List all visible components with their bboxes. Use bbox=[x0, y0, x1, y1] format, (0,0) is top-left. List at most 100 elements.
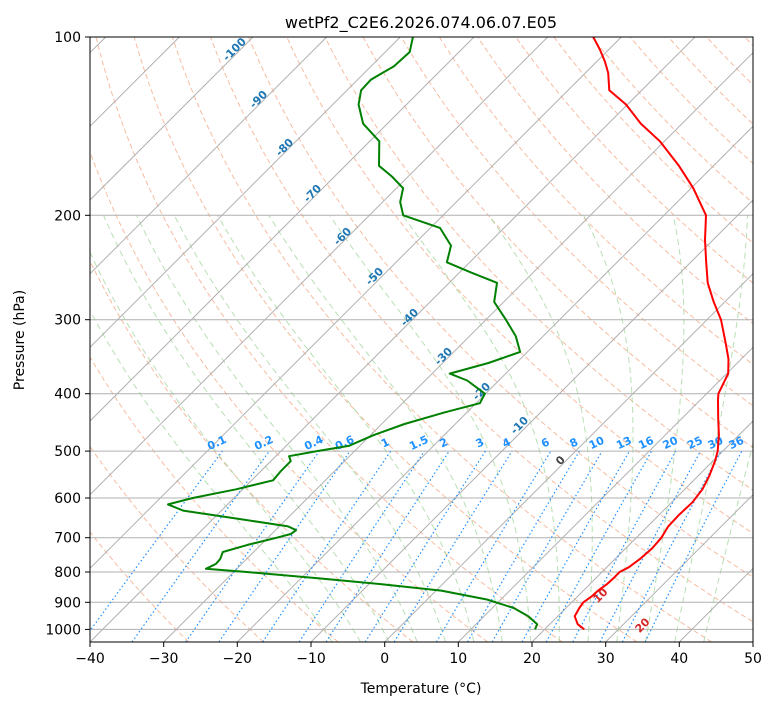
x-tick-label: 50 bbox=[744, 651, 762, 667]
x-tick-label: −40 bbox=[75, 651, 105, 667]
x-tick-label: 10 bbox=[449, 651, 467, 667]
isotherm-line bbox=[605, 493, 753, 642]
moist-adiabat bbox=[488, 215, 593, 642]
mixing-ratio-line bbox=[521, 450, 631, 642]
moist-adiabat bbox=[268, 215, 503, 642]
isotherm-line bbox=[752, 641, 753, 642]
dry-adiabat-label: -100 bbox=[220, 35, 249, 64]
background-lines bbox=[90, 37, 753, 642]
dry-adiabat-label: -10 bbox=[508, 414, 531, 437]
dry-adiabat bbox=[744, 37, 753, 47]
dry-adiabat bbox=[90, 356, 339, 642]
isotherm-line bbox=[90, 37, 622, 570]
moist-adiabat bbox=[402, 215, 560, 642]
dry-adiabat-label: -50 bbox=[363, 265, 386, 288]
isotherm-line bbox=[531, 420, 753, 642]
moist-adiabat bbox=[703, 441, 753, 642]
x-tick-label: −20 bbox=[223, 651, 253, 667]
mixing-ratio-line bbox=[572, 450, 677, 642]
moist-adiabat bbox=[136, 215, 418, 642]
mixing-ratio-line bbox=[644, 450, 743, 642]
x-axis-label: Temperature (°C) bbox=[360, 681, 482, 697]
isotherm-line bbox=[384, 272, 753, 642]
mixing-ratio-label: 13 bbox=[614, 434, 633, 452]
mixing-ratio-label: 1 bbox=[379, 435, 391, 450]
isotherm-line bbox=[457, 346, 753, 642]
moist-adiabat bbox=[645, 215, 685, 642]
isotherm-line bbox=[90, 37, 328, 275]
mixing-ratio-label: 4 bbox=[500, 435, 513, 450]
x-tick-label: −30 bbox=[149, 651, 179, 667]
chart-title: wetPf2_C2E6.2026.074.06.07.E05 bbox=[285, 13, 557, 33]
y-tick-label: 300 bbox=[54, 313, 81, 329]
moist-adiabat bbox=[217, 215, 475, 642]
mixing-ratio-line bbox=[90, 450, 223, 632]
dry-adiabat bbox=[515, 37, 753, 284]
dry-adiabat-label: -90 bbox=[247, 88, 270, 111]
dry-adiabat-label: -60 bbox=[331, 225, 354, 248]
profiles bbox=[167, 37, 730, 631]
isotherm-line bbox=[163, 51, 753, 642]
dry-adiabat bbox=[90, 531, 190, 642]
moist-adiabat-label: 40 bbox=[722, 676, 742, 696]
x-tick-label: 40 bbox=[670, 651, 688, 667]
mixing-ratio-line bbox=[262, 450, 392, 642]
isotherm-line bbox=[236, 125, 753, 642]
y-tick-label: 900 bbox=[54, 595, 81, 611]
x-tick-label: 30 bbox=[597, 651, 615, 667]
mixing-ratio-line bbox=[599, 450, 702, 642]
dewpoint-profile-line bbox=[167, 37, 539, 630]
isotherm-line bbox=[310, 199, 753, 642]
dry-adiabat bbox=[668, 37, 753, 125]
moist-adiabat bbox=[90, 309, 333, 642]
mixing-ratio-line bbox=[185, 450, 320, 642]
mixing-ratio-line bbox=[325, 450, 450, 642]
dry-adiabat bbox=[171, 37, 712, 642]
moist-adiabat bbox=[173, 215, 447, 642]
moist-adiabat bbox=[674, 215, 748, 642]
dry-adiabat bbox=[133, 37, 638, 642]
dry-adiabat bbox=[362, 37, 753, 449]
y-tick-label: 700 bbox=[54, 531, 81, 547]
isotherm-line bbox=[90, 37, 549, 496]
isotherm-line bbox=[90, 37, 696, 642]
mixing-ratio-label: 16 bbox=[636, 434, 656, 452]
y-tick-label: 800 bbox=[54, 565, 81, 581]
moist-adiabat bbox=[329, 215, 532, 642]
y-tick-label: 100 bbox=[54, 30, 81, 46]
mixing-ratio-label: 0.1 bbox=[205, 433, 228, 453]
moist-adiabat bbox=[583, 215, 634, 642]
moist-adiabat bbox=[90, 251, 362, 642]
mixing-ratio-label: 0.2 bbox=[252, 433, 275, 453]
dry-adiabat bbox=[90, 445, 264, 642]
y-tick-label: 600 bbox=[54, 491, 81, 507]
mixing-ratio-line bbox=[131, 450, 270, 642]
dry-adiabat bbox=[90, 259, 414, 642]
dry-adiabat bbox=[324, 37, 753, 491]
mixing-ratio-line bbox=[435, 450, 552, 642]
mixing-ratio-line bbox=[545, 450, 653, 642]
dry-adiabat-label: -40 bbox=[398, 306, 421, 329]
mixing-ratio-label: 30 bbox=[706, 434, 726, 452]
dry-adiabat-label: -80 bbox=[273, 136, 296, 159]
axes: −40 −30 −20 −10 0 10 20 30 40 50 1000 900 800 700 600 5… bbox=[45, 30, 762, 667]
dry-adiabat bbox=[90, 150, 488, 642]
dry-adiabat-label: -70 bbox=[301, 182, 324, 205]
mixing-ratio-line bbox=[298, 450, 425, 642]
dry-adiabat bbox=[553, 37, 753, 244]
mixing-ratio-label: 3 bbox=[474, 435, 486, 450]
x-tick-label: 0 bbox=[380, 651, 389, 667]
mixing-ratio-label: 10 bbox=[587, 434, 607, 452]
temperature-profile-line bbox=[573, 37, 730, 631]
dry-adiabat bbox=[248, 37, 753, 578]
dry-adiabat bbox=[706, 37, 753, 86]
dry-adiabat bbox=[438, 37, 753, 366]
y-tick-label: 500 bbox=[54, 444, 81, 460]
mixing-ratio-line bbox=[393, 450, 513, 642]
moist-adiabat bbox=[103, 215, 390, 642]
mixing-ratio-label: 20 bbox=[661, 434, 681, 452]
mixing-ratio-label: 2 bbox=[438, 435, 450, 450]
isotherm-line bbox=[90, 37, 401, 349]
dry-adiabat bbox=[95, 37, 563, 642]
